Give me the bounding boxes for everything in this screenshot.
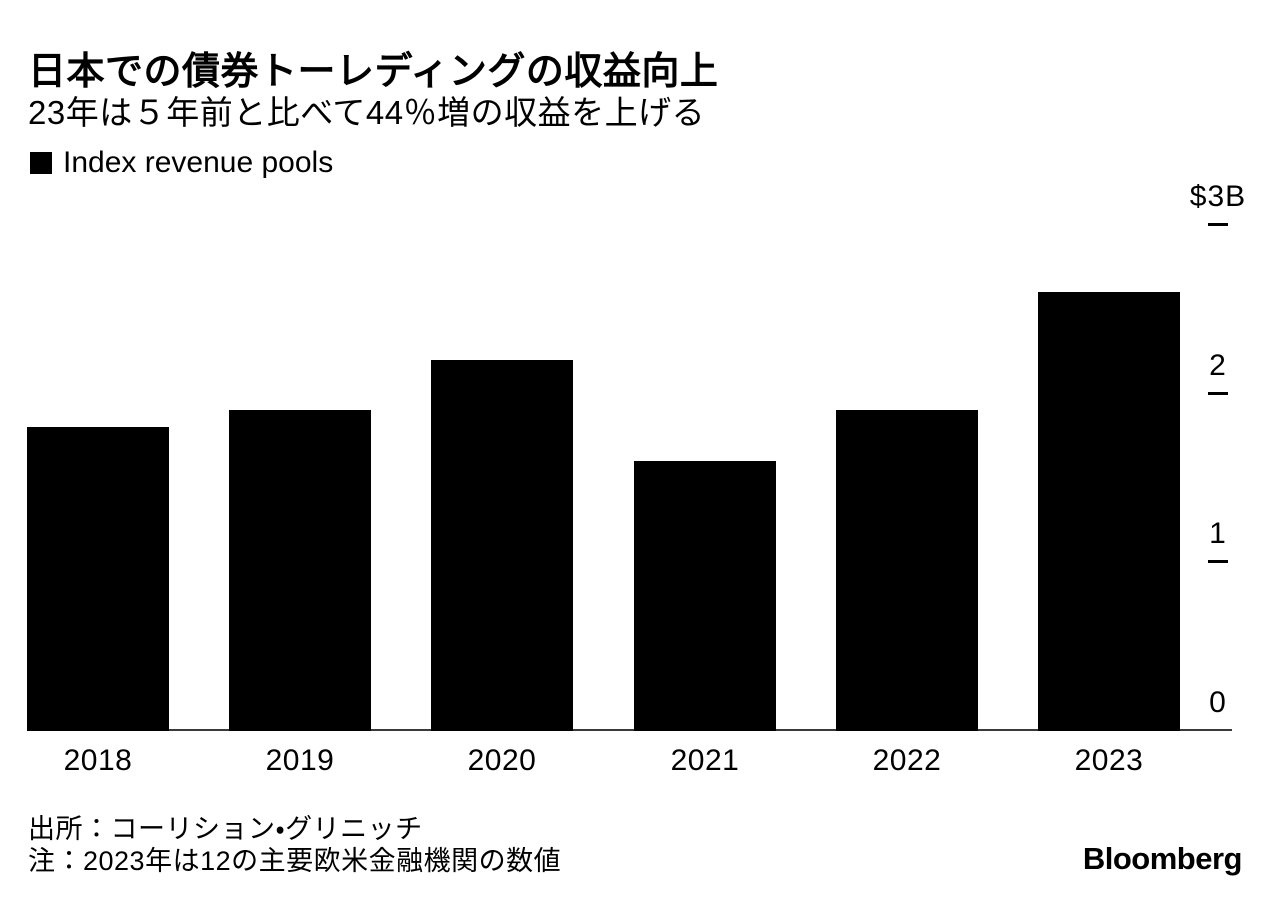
x-axis-label-2022: 2022 [872, 744, 942, 777]
legend-label: Index revenue pools [63, 146, 334, 179]
bar-2023 [1038, 292, 1180, 731]
chart-subtitle: 23年は５年前と比べて44％増の収益を上げる [28, 94, 706, 131]
note-line: 注：2023年は12の主要欧米金融機関の数値 [28, 846, 562, 876]
bar-2020 [431, 360, 573, 731]
source-note-block: 出所：コーリション・グリニッチ 注：2023年は12の主要欧米金融機関の数値 [28, 813, 561, 877]
x-axis-label-2021: 2021 [670, 744, 740, 777]
y-axis-tick-2 [1208, 392, 1228, 395]
bar-2021 [634, 461, 776, 731]
legend: Index revenue pools [30, 146, 334, 179]
bar-2018 [27, 427, 169, 731]
bar-2022 [836, 410, 978, 731]
chart-title: 日本での債券トーレディングの収益向上 [28, 51, 719, 93]
y-axis-label-3: $3B [1189, 180, 1247, 213]
bar-2019 [229, 410, 371, 731]
legend-swatch-icon [30, 152, 52, 174]
y-axis-tick-3 [1208, 223, 1228, 226]
x-axis-label-2018: 2018 [63, 744, 133, 777]
y-axis-tick-1 [1208, 560, 1228, 563]
y-axis-label-1: 1 [1209, 517, 1227, 550]
x-axis-baseline [27, 729, 1232, 731]
x-axis-label-2023: 2023 [1074, 744, 1144, 777]
bloomberg-logo: Bloomberg [1082, 841, 1243, 876]
y-axis-label-0: 0 [1209, 686, 1227, 719]
x-axis-label-2019: 2019 [265, 744, 335, 777]
y-axis-label-2: 2 [1209, 349, 1227, 382]
source-line: 出所：コーリション・グリニッチ [28, 814, 423, 844]
x-axis-label-2020: 2020 [467, 744, 537, 777]
